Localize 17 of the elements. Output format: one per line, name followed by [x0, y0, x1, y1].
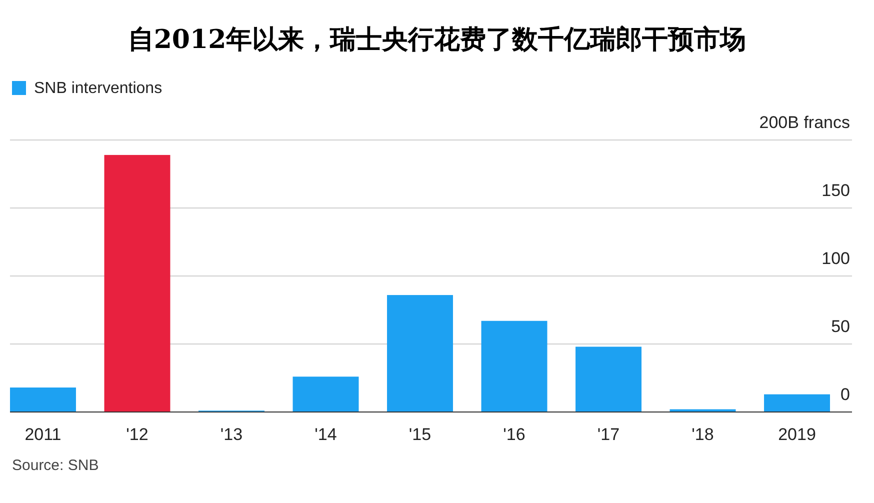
- x-tick-label: '16: [503, 425, 526, 444]
- y-tick-label: 50: [831, 317, 850, 336]
- x-tick-label: '13: [220, 425, 243, 444]
- legend-label: SNB interventions: [34, 80, 162, 97]
- x-tick-label: '12: [126, 425, 148, 444]
- x-tick-label: '18: [692, 425, 714, 444]
- y-tick-label: 200B francs: [759, 113, 850, 132]
- source-note: Source: SNB: [12, 457, 99, 474]
- x-tick-label: '14: [314, 425, 337, 444]
- x-tick-label: '17: [597, 425, 620, 444]
- y-tick-label: 150: [822, 181, 850, 200]
- x-tick-label: '15: [408, 425, 432, 444]
- x-tick-label: 2011: [24, 425, 62, 444]
- y-tick-label: 100: [822, 249, 850, 268]
- y-tick-label: 0: [840, 385, 850, 404]
- x-tick-label: 2019: [778, 425, 816, 444]
- chart-title: 自2012年以来，瑞士央行花费了数千亿瑞郎干预市场: [128, 25, 746, 55]
